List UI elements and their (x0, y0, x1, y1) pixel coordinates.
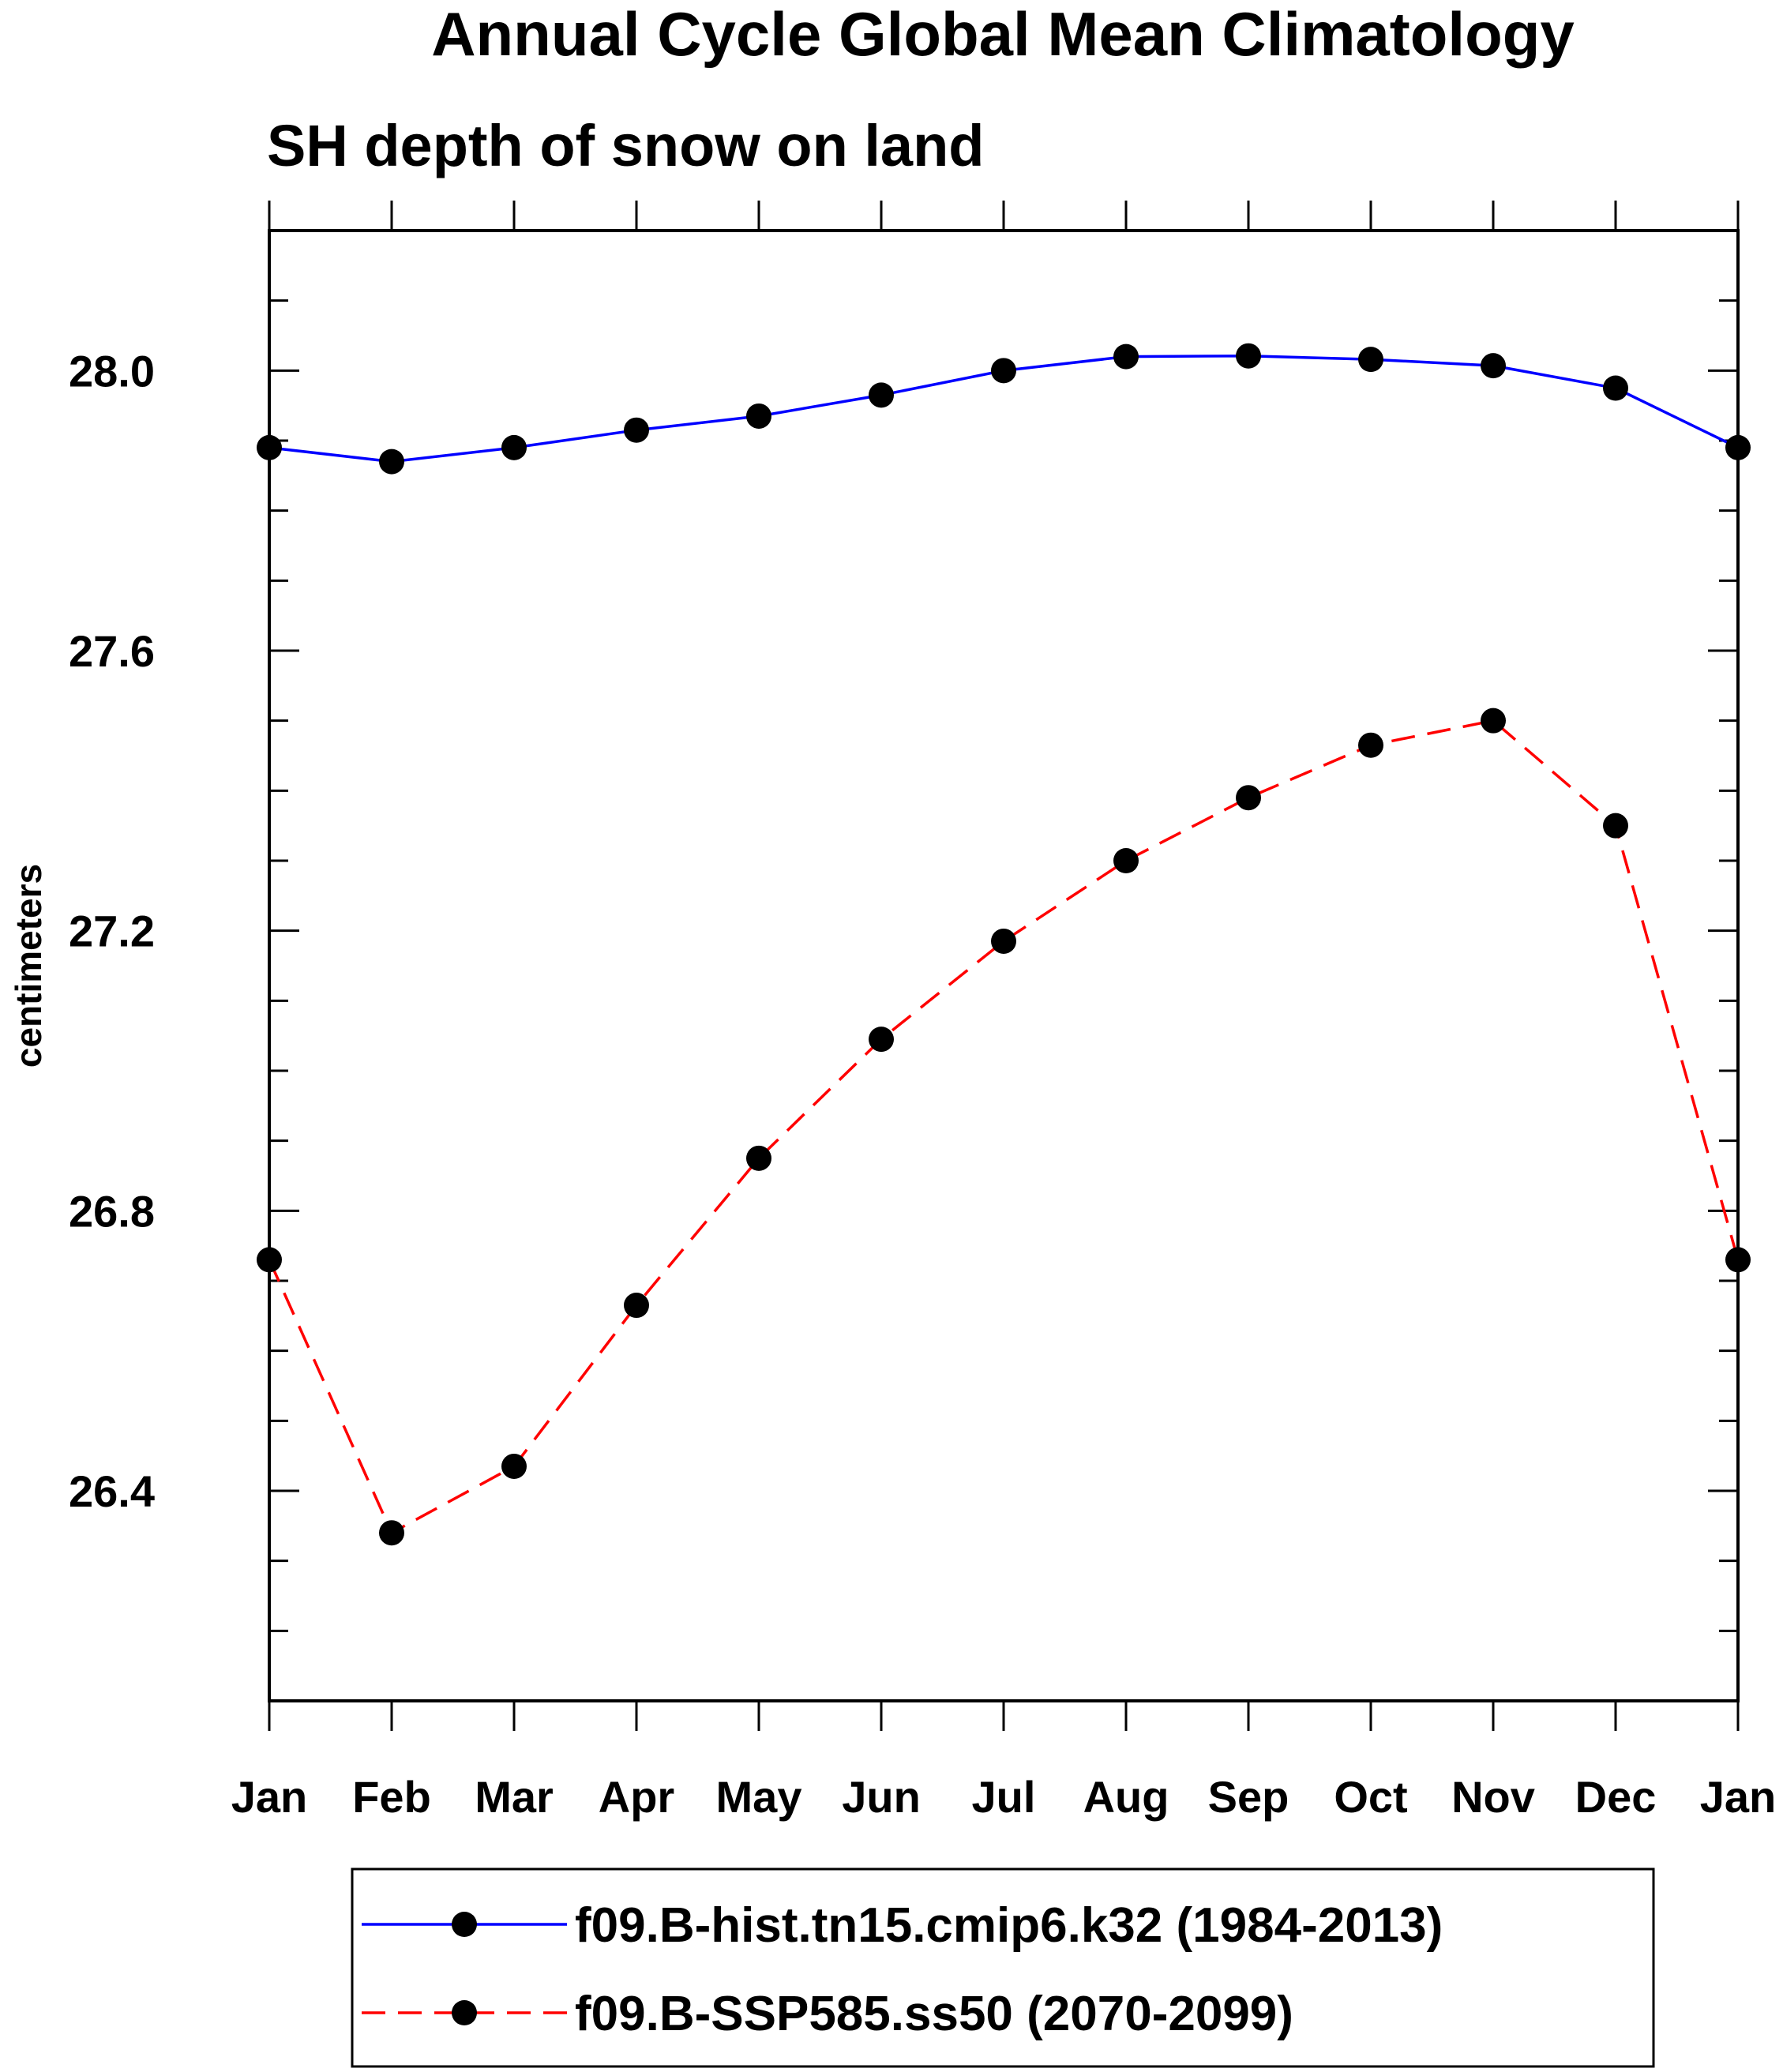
data-point-0 (1358, 347, 1383, 373)
data-point-0 (1725, 434, 1751, 460)
x-tick-label: Apr (599, 1772, 674, 1822)
y-tick-label: 27.6 (69, 626, 155, 676)
legend-marker-ssp585 (452, 2000, 477, 2025)
x-tick-label: Dec (1575, 1772, 1657, 1822)
chart-subtitle: SH depth of snow on land (267, 113, 985, 178)
legend-label-ssp585: f09.B-SSP585.ss50 (2070-2099) (575, 1987, 1293, 2041)
y-axis-label: centimeters (8, 864, 49, 1068)
legend: f09.B-hist.tn15.cmip6.k32 (1984-2013) f0… (351, 1867, 1655, 2068)
data-point-1 (379, 1520, 404, 1546)
data-point-0 (1481, 353, 1506, 379)
x-tick-label: Jan (231, 1772, 308, 1822)
x-tick-label: May (716, 1772, 802, 1822)
chart-title: Annual Cycle Global Mean Climatology (431, 0, 1575, 69)
x-tick-label: Jul (972, 1772, 1036, 1822)
x-tick-label: Mar (475, 1772, 554, 1822)
x-tick-label: Aug (1083, 1772, 1169, 1822)
y-tick-label: 26.8 (69, 1186, 155, 1236)
data-point-0 (624, 417, 649, 443)
data-point-0 (379, 449, 404, 475)
x-tick-label: Jun (842, 1772, 921, 1822)
data-point-1 (746, 1145, 771, 1171)
data-point-0 (1603, 375, 1628, 401)
x-tick-label: Sep (1208, 1772, 1289, 1822)
data-point-0 (501, 434, 527, 460)
data-point-1 (1113, 848, 1139, 873)
y-tick-labels: 26.4 26.8 27.2 27.6 28.0 (69, 346, 155, 1516)
x-tick-label: Nov (1451, 1772, 1535, 1822)
axis-ticks (268, 201, 1740, 1731)
data-point-1 (869, 1027, 894, 1053)
data-point-1 (1603, 813, 1628, 839)
data-point-1 (1358, 732, 1383, 758)
y-tick-label: 27.2 (69, 906, 155, 956)
data-point-0 (869, 382, 894, 408)
legend-box (351, 1867, 1655, 2068)
data-point-1 (501, 1453, 527, 1479)
legend-marker-hist (452, 1912, 477, 1937)
x-tick-label: Oct (1334, 1772, 1407, 1822)
x-tick-label: Feb (352, 1772, 431, 1822)
data-point-0 (991, 358, 1016, 384)
data-point-1 (257, 1247, 282, 1273)
x-tick-label: Jan (1700, 1772, 1777, 1822)
data-point-0 (746, 403, 771, 429)
data-point-1 (991, 928, 1016, 954)
data-point-0 (1113, 343, 1139, 370)
series-layer (257, 343, 1751, 1546)
x-tick-labels: Jan Feb Mar Apr May Jun Jul Aug Sep Oct Nov Dec Jan (231, 1772, 1777, 1822)
data-point-0 (1236, 343, 1261, 369)
data-point-1 (1725, 1247, 1751, 1273)
series-line-1 (268, 719, 1740, 1534)
legend-label-hist: f09.B-hist.tn15.cmip6.k32 (1984-2013) (575, 1898, 1443, 1953)
data-point-0 (257, 434, 282, 460)
data-point-1 (1236, 785, 1261, 811)
data-point-1 (624, 1293, 649, 1319)
data-point-1 (1481, 708, 1506, 734)
y-tick-label: 26.4 (69, 1466, 155, 1516)
y-tick-label: 28.0 (69, 346, 155, 396)
